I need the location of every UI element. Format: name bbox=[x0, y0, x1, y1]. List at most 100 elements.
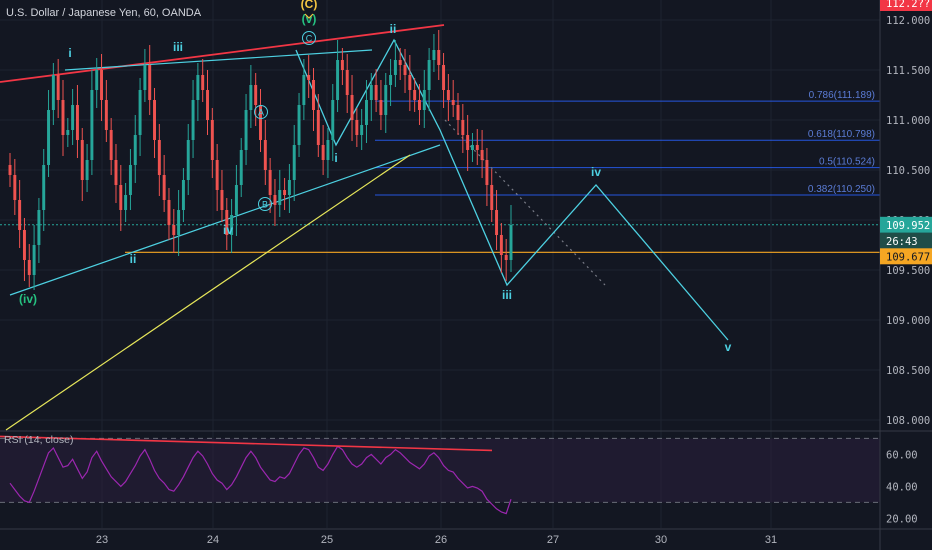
upper-red-trendline bbox=[0, 24, 445, 83]
wave-label-iv-paren: (iv) bbox=[19, 292, 37, 306]
y-tick-label: 109.000 bbox=[886, 315, 930, 327]
candle-body bbox=[480, 150, 484, 160]
top-price-badge-bg bbox=[880, 0, 932, 11]
candle-body bbox=[345, 70, 349, 95]
candle-body bbox=[143, 65, 147, 90]
candle-body bbox=[8, 165, 12, 175]
candle-body bbox=[51, 75, 55, 110]
y-tick-label: 111.500 bbox=[886, 65, 930, 77]
candle-body bbox=[66, 130, 70, 135]
candle-body bbox=[119, 185, 123, 210]
candle-body bbox=[350, 95, 354, 120]
candle-body bbox=[124, 195, 128, 210]
candle-body bbox=[297, 105, 301, 145]
wave-label-red-i: i bbox=[334, 151, 337, 165]
candle-body bbox=[278, 190, 282, 205]
candle-body bbox=[80, 140, 84, 180]
candle-body bbox=[61, 100, 65, 135]
candle-body bbox=[287, 180, 291, 195]
candle-body bbox=[162, 175, 166, 200]
candle-body bbox=[27, 260, 31, 275]
candle-body bbox=[408, 75, 412, 90]
candle-body bbox=[451, 100, 455, 105]
candle-body bbox=[374, 85, 378, 100]
candle-body bbox=[509, 225, 513, 260]
candle-body bbox=[153, 100, 156, 140]
candle-body bbox=[225, 210, 229, 235]
candle-body bbox=[230, 215, 234, 235]
candle-body bbox=[403, 65, 407, 75]
candle-body bbox=[75, 105, 79, 140]
candle-body bbox=[475, 145, 479, 150]
candle-body bbox=[157, 140, 161, 175]
grid bbox=[0, 0, 880, 528]
candle-body bbox=[365, 100, 368, 125]
candle-body bbox=[389, 75, 393, 85]
candle-body bbox=[32, 245, 36, 275]
candle-body bbox=[495, 210, 499, 235]
countdown-badge: 26:43 bbox=[886, 236, 918, 248]
candle-body bbox=[369, 85, 373, 100]
wave-label-iv: iv bbox=[223, 223, 233, 237]
candle-body bbox=[292, 145, 296, 180]
candle-body bbox=[446, 90, 450, 100]
candle-body bbox=[427, 60, 431, 90]
wave-label-b-circle bbox=[258, 197, 272, 211]
candle-body bbox=[47, 110, 51, 165]
wave-label-c-circle bbox=[302, 31, 316, 45]
fib-level-label: 0.786(111.189) bbox=[809, 90, 875, 101]
candle-body bbox=[360, 125, 364, 135]
candle-body bbox=[470, 145, 474, 150]
candle-body bbox=[485, 160, 489, 185]
candle-body bbox=[114, 160, 118, 185]
wave-label-red-iii: iii bbox=[502, 288, 512, 302]
candle-body bbox=[273, 195, 277, 205]
wave-label-red-v: v bbox=[725, 340, 732, 354]
x-tick-label: 24 bbox=[207, 534, 219, 546]
wave-label-a: A bbox=[258, 108, 264, 118]
candle-body bbox=[355, 120, 359, 135]
candle-body bbox=[384, 85, 388, 115]
candle-body bbox=[461, 120, 465, 135]
candle-body bbox=[220, 190, 224, 210]
chart-title: U.S. Dollar / Japanese Yen, 60, OANDA bbox=[6, 7, 202, 19]
candle-body bbox=[42, 165, 46, 210]
yellow-trendline bbox=[5, 154, 411, 431]
candle-body bbox=[104, 100, 108, 130]
candle-body bbox=[56, 75, 60, 100]
y-tick-label: 112.000 bbox=[886, 15, 930, 27]
x-tick-label: 23 bbox=[96, 534, 108, 546]
wave-label-iii: iii bbox=[173, 40, 183, 54]
candle-body bbox=[499, 235, 503, 255]
candle-body bbox=[393, 60, 397, 75]
rsi-line bbox=[9, 445, 512, 515]
candle-body bbox=[340, 60, 344, 70]
candle-body bbox=[133, 135, 137, 165]
candle-body bbox=[437, 50, 441, 65]
candle-body bbox=[239, 150, 243, 185]
fib-level-label: 0.618(110.798) bbox=[808, 129, 875, 140]
candle-body bbox=[326, 140, 330, 160]
wave-label-red-ii: ii bbox=[390, 22, 397, 36]
candle-body bbox=[234, 185, 238, 215]
candle-body bbox=[456, 105, 460, 120]
rsi-tick-label: 20.00 bbox=[886, 513, 918, 525]
candle-body bbox=[307, 75, 311, 80]
candle-body bbox=[177, 210, 181, 235]
candle-body bbox=[167, 200, 171, 225]
candle-body bbox=[90, 90, 94, 160]
candles bbox=[8, 30, 513, 290]
wave-label-c-paren: (C) bbox=[301, 0, 318, 11]
x-tick-label: 31 bbox=[765, 534, 777, 546]
candle-body bbox=[379, 100, 383, 115]
wave-label-v-paren: (v) bbox=[302, 12, 317, 26]
candle-body bbox=[432, 50, 436, 60]
dotted-projection bbox=[444, 119, 606, 286]
support-price-badge-bg bbox=[880, 248, 932, 265]
y-tick-label: 109.500 bbox=[886, 265, 930, 277]
candle-body bbox=[201, 75, 205, 90]
candle-body bbox=[95, 70, 99, 90]
rsi-title: RSI (14, close) bbox=[4, 434, 73, 446]
